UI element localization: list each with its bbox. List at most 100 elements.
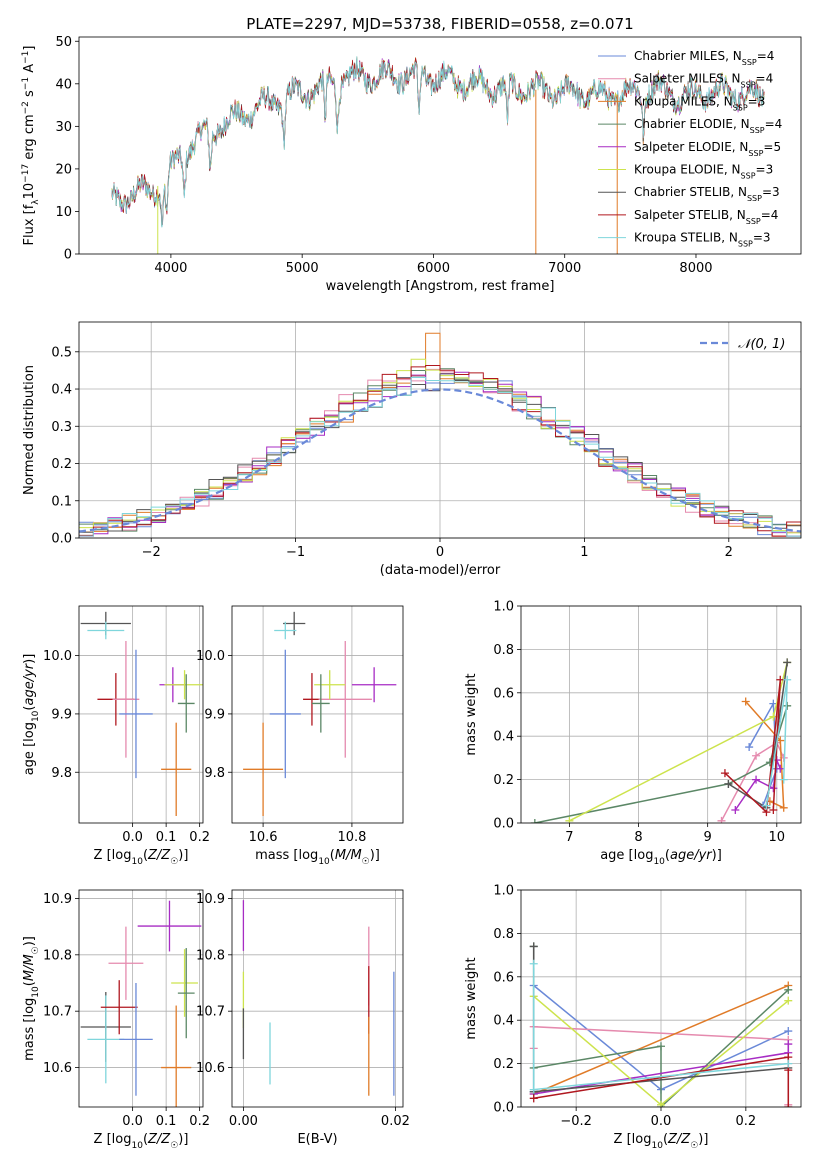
- y-tick-label: 10.8: [43, 948, 72, 963]
- y-tick-label: 20: [55, 162, 72, 177]
- plot-frame: [231, 605, 404, 824]
- x-axis-label-part: (: [330, 848, 335, 863]
- y-axis-label-part: ]: [22, 46, 37, 51]
- plot-area: [79, 332, 801, 538]
- x-axis-label-part: Z/Z: [147, 848, 171, 863]
- legend-label-part: =5: [763, 140, 781, 154]
- x-axis-label-part: )]: [370, 848, 380, 863]
- y-tick-label: 10.9: [43, 892, 72, 907]
- x-axis-label: (data-model)/error: [380, 563, 501, 578]
- x-tick-label: 0.1: [156, 1114, 177, 1129]
- weight-marker: [529, 1085, 538, 1094]
- y-axis-label-part: −1: [21, 77, 31, 90]
- weight-marker: [784, 996, 793, 1005]
- y-tick-label: 0: [64, 248, 72, 263]
- legend-label-part: SSP: [750, 126, 765, 135]
- x-axis-label: Z [log10(Z/Z☉)]: [94, 848, 189, 867]
- y-tick-label: 0.2: [51, 457, 72, 472]
- y-axis-label-part: 10: [22, 183, 37, 200]
- errorbar-point: [314, 670, 346, 700]
- y-tick-label: 0.5: [51, 345, 72, 360]
- x-tick-label: 2: [725, 545, 733, 560]
- legend-item: Kroupa MILES, NSSP=3: [598, 94, 765, 112]
- x-tick-label: 0.02: [381, 1114, 410, 1129]
- weight-series: [762, 675, 792, 810]
- x-axis-label-part: 10: [131, 857, 143, 867]
- y-tick-label: 0.1: [51, 494, 72, 509]
- plot-area: [80, 611, 203, 816]
- y-tick-label: 10.6: [196, 1061, 225, 1076]
- errorbar-point: [351, 667, 397, 703]
- plot-frame: [78, 321, 802, 539]
- legend-label-part: SSP: [748, 148, 763, 157]
- legend-label: Kroupa MILES, NSSP=3: [634, 94, 765, 112]
- errorbar-point: [137, 900, 202, 952]
- weight-marker: [741, 697, 750, 706]
- y-tick-label: 10.7: [196, 1005, 225, 1020]
- figure-title: PLATE=2297, MJD=53738, FIBERID=0558, z=0…: [246, 15, 633, 33]
- y-tick-label: 0.2: [493, 1057, 514, 1072]
- y-tick-label: 0.0: [51, 532, 72, 547]
- errorbar-point: [318, 641, 372, 758]
- legend-label-part: SSP: [741, 80, 756, 89]
- x-axis-label-part: Z [log: [94, 848, 132, 863]
- plot-frame: [520, 605, 802, 824]
- weight-series: [565, 658, 792, 823]
- spectrum-line: [111, 56, 765, 228]
- weight-line: [569, 662, 788, 822]
- legend-label-part: =3: [762, 185, 780, 199]
- y-tick-label: 10.9: [196, 892, 225, 907]
- y-axis-label-part: 10: [31, 710, 41, 722]
- y-axis-label: age [log10(age/yr)]: [22, 654, 41, 776]
- x-axis-label: mass [log10(M/M☉)]: [255, 848, 380, 867]
- legend-label: Kroupa ELODIE, NSSP=3: [634, 163, 773, 181]
- x-tick-label: 0.2: [189, 1114, 210, 1129]
- errorbar-point: [269, 649, 301, 779]
- weight-marker: [776, 675, 785, 684]
- errorbar-point: [161, 1005, 192, 1107]
- y-tick-label: 9.8: [204, 766, 225, 781]
- x-tick-label: 0.00: [229, 1114, 258, 1129]
- x-tick-label: 7000: [548, 261, 581, 276]
- plot-frame: [78, 605, 204, 824]
- y-axis-label: Normed distribution: [22, 365, 37, 495]
- x-tick-label: −0.2: [560, 1114, 592, 1129]
- x-axis-label-part: )]: [698, 1132, 708, 1147]
- x-tick-label: 0.2: [189, 830, 210, 845]
- legend-label-part: SSP: [733, 103, 748, 112]
- legend-label-part: =4: [756, 72, 774, 86]
- x-axis-label-part: 10: [653, 857, 665, 867]
- legend-label-part: SSP: [738, 239, 753, 248]
- x-tick-label: 5000: [286, 261, 319, 276]
- x-tick-label: 6000: [417, 261, 450, 276]
- x-tick-label: 0.1: [156, 830, 177, 845]
- weight-marker: [752, 775, 761, 784]
- x-axis-label: Z [log10(Z/Z☉)]: [614, 1132, 709, 1151]
- y-tick-label: 0.3: [51, 420, 72, 435]
- y-axis-label-part: erg cm: [22, 114, 37, 163]
- legend-label-part: Kroupa ELODIE, N: [634, 163, 741, 177]
- legend-item: Kroupa STELIB, NSSP=3: [598, 231, 771, 248]
- x-axis-label-part: M/M: [335, 848, 362, 863]
- y-tick-label: 1.0: [493, 884, 514, 899]
- legend-label: Salpeter STELIB, NSSP=4: [634, 208, 778, 226]
- x-axis-label: E(B-V): [297, 1132, 337, 1147]
- y-tick-label: 10.0: [196, 649, 225, 664]
- x-tick-label: 9: [704, 830, 712, 845]
- legend-label-part: Kroupa MILES, N: [634, 94, 733, 108]
- y-axis-label-part: Flux [f: [22, 204, 37, 245]
- plot-area: [529, 942, 793, 1107]
- x-tick-label: −2: [142, 545, 161, 560]
- y-tick-label: 10.6: [43, 1061, 72, 1076]
- legend-label-part: =3: [753, 231, 771, 245]
- weight-marker: [783, 658, 792, 667]
- errorbar-point: [119, 983, 153, 1096]
- y-axis-label-part: s: [22, 90, 37, 101]
- x-tick-label: 4000: [154, 261, 187, 276]
- y-axis-label: mass weight: [464, 673, 479, 755]
- errorbar-point: [303, 673, 321, 726]
- legend-label: Salpeter ELODIE, NSSP=5: [634, 140, 781, 158]
- weight-marker: [530, 819, 539, 823]
- x-tick-label: −1: [286, 545, 305, 560]
